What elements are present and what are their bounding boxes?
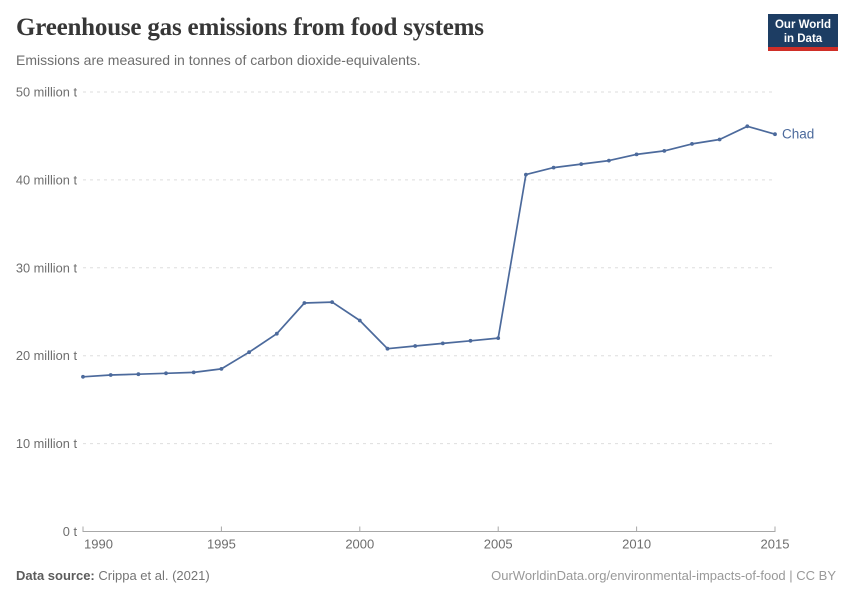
chart-line[interactable] xyxy=(82,125,776,378)
owid-logo[interactable]: Our World in Data xyxy=(768,14,838,51)
y-tick-label: 0 t xyxy=(63,524,78,539)
y-tick-label: 50 million t xyxy=(16,85,78,100)
data-point[interactable] xyxy=(773,132,777,137)
y-tick-label: 30 million t xyxy=(16,260,78,275)
data-point[interactable] xyxy=(191,370,196,375)
data-point[interactable] xyxy=(634,152,639,157)
data-point[interactable] xyxy=(662,149,667,153)
x-tick-label: 2000 xyxy=(345,537,374,552)
data-point[interactable] xyxy=(274,331,279,336)
y-tick-label: 40 million t xyxy=(16,172,78,187)
x-tick-label: 2005 xyxy=(484,537,513,552)
data-point[interactable] xyxy=(302,301,307,305)
y-tick-label: 10 million t xyxy=(16,436,78,451)
footer-credit-link[interactable]: OurWorldinData.org/environmental-impacts… xyxy=(491,568,836,583)
data-point[interactable] xyxy=(413,344,418,348)
data-point[interactable] xyxy=(247,350,252,355)
x-tick-label: 2015 xyxy=(761,537,790,552)
owid-logo-line2: in Data xyxy=(783,32,823,45)
x-tick-label: 1990 xyxy=(84,537,113,552)
data-source: Data source: Crippa et al. (2021) xyxy=(16,568,210,583)
data-point[interactable] xyxy=(219,367,224,371)
chart-footer: Data source: Crippa et al. (2021) OurWor… xyxy=(16,568,836,583)
x-tick-label: 1995 xyxy=(207,537,236,552)
data-point[interactable] xyxy=(81,374,85,379)
data-point[interactable] xyxy=(330,300,334,304)
data-source-value: Crippa et al. (2021) xyxy=(98,568,210,583)
data-point[interactable] xyxy=(745,124,750,129)
data-point[interactable] xyxy=(108,373,113,377)
page-title: Greenhouse gas emissions from food syste… xyxy=(16,14,484,41)
data-point[interactable] xyxy=(440,341,445,346)
data-point[interactable] xyxy=(357,318,362,323)
data-point[interactable] xyxy=(468,338,473,343)
y-tick-label: 20 million t xyxy=(16,348,78,363)
data-point[interactable] xyxy=(690,142,694,146)
data-point[interactable] xyxy=(164,371,168,376)
data-point[interactable] xyxy=(385,346,390,351)
chart-subtitle: Emissions are measured in tonnes of carb… xyxy=(16,52,421,68)
data-point[interactable] xyxy=(551,165,556,170)
x-tick-label: 2010 xyxy=(622,537,651,552)
owid-logo-line1: Our World xyxy=(774,19,831,31)
data-point[interactable] xyxy=(717,137,722,142)
data-point[interactable] xyxy=(607,158,611,163)
data-source-label: Data source: xyxy=(16,568,95,583)
data-point[interactable] xyxy=(136,372,141,377)
data-point[interactable] xyxy=(524,172,528,177)
data-point[interactable] xyxy=(579,162,584,167)
data-point[interactable] xyxy=(496,336,501,340)
series-end-label[interactable]: Chad xyxy=(782,127,814,142)
